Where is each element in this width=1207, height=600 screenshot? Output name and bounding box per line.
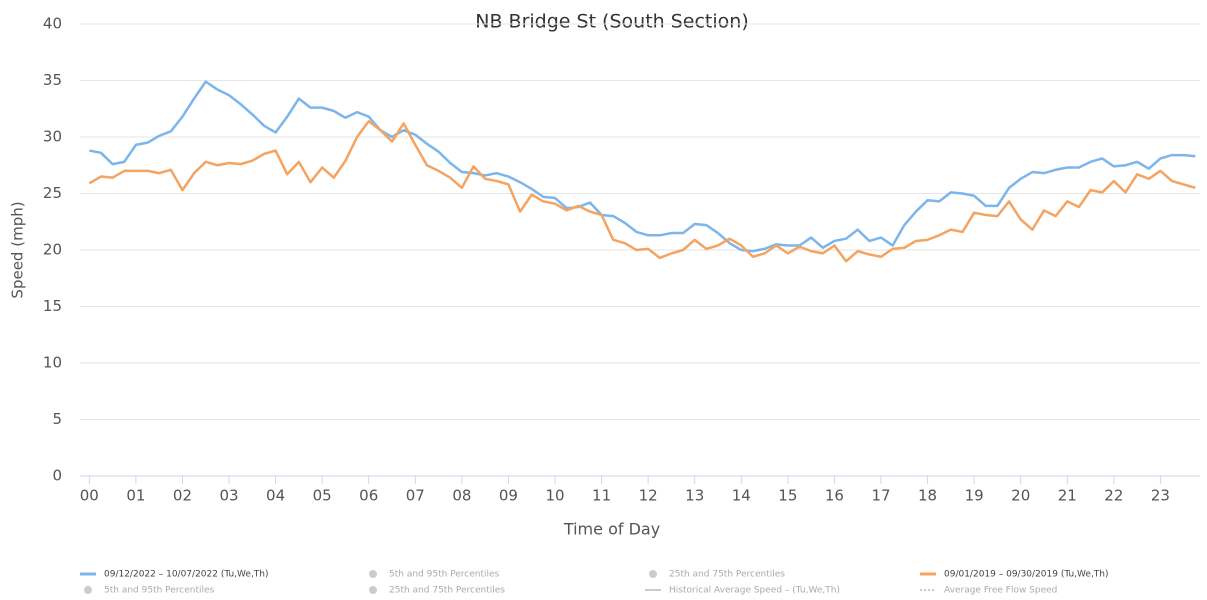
x-tick-label: 19: [965, 487, 984, 505]
y-tick-label: 0: [52, 467, 62, 485]
x-tick-label: 13: [685, 487, 704, 505]
legend-symbol: [369, 586, 377, 594]
y-tick-label: 25: [43, 184, 62, 202]
x-tick-label: 14: [732, 487, 751, 505]
y-tick-label: 10: [43, 354, 62, 372]
legend-label: 09/01/2019 – 09/30/2019 (Tu,We,Th): [944, 570, 1109, 580]
x-axis-label: Time of Day: [563, 520, 660, 539]
legend-label: 5th and 95th Percentiles: [104, 586, 215, 596]
x-tick-label: 10: [545, 487, 564, 505]
legend-symbol: [369, 570, 377, 578]
x-tick-label: 15: [778, 487, 797, 505]
x-tick-label: 22: [1104, 487, 1123, 505]
x-tick-label: 07: [406, 487, 425, 505]
x-tick-label: 17: [871, 487, 890, 505]
x-tick-label: 02: [173, 487, 192, 505]
x-tick-label: 21: [1058, 487, 1077, 505]
legend-label: Average Free Flow Speed: [944, 586, 1057, 596]
x-tick-label: 03: [219, 487, 238, 505]
legend-label: 25th and 75th Percentiles: [389, 586, 505, 596]
legend-symbol: [649, 570, 657, 578]
x-tick-label: 12: [639, 487, 658, 505]
x-tick-label: 05: [313, 487, 332, 505]
x-tick-label: 23: [1151, 487, 1170, 505]
y-tick-label: 5: [52, 410, 62, 428]
x-tick-label: 01: [126, 487, 145, 505]
chart-title: NB Bridge St (South Section): [475, 11, 749, 33]
y-tick-label: 15: [43, 297, 62, 315]
series-line: [88, 119, 1196, 263]
x-tick-label: 06: [359, 487, 378, 505]
y-tick-label: 35: [43, 71, 62, 89]
x-tick-label: 11: [592, 487, 611, 505]
x-tick-label: 09: [499, 487, 518, 505]
series-line: [89, 80, 1196, 253]
y-axis-label: Speed (mph): [9, 201, 27, 298]
legend-label: Historical Average Speed – (Tu,We,Th): [669, 586, 840, 596]
x-tick-label: 20: [1011, 487, 1030, 505]
x-tick-label: 16: [825, 487, 844, 505]
x-tick-label: 18: [918, 487, 937, 505]
y-tick-label: 20: [43, 241, 62, 259]
x-tick-label: 00: [80, 487, 99, 505]
y-tick-label: 40: [43, 15, 62, 33]
legend-label: 25th and 75th Percentiles: [669, 570, 785, 580]
legend-label: 09/12/2022 – 10/07/2022 (Tu,We,Th): [104, 570, 269, 580]
legend-symbol: [84, 586, 92, 594]
legend-label: 5th and 95th Percentiles: [389, 570, 500, 580]
y-tick-label: 30: [43, 128, 62, 146]
x-tick-label: 08: [452, 487, 471, 505]
x-tick-label: 04: [266, 487, 285, 505]
